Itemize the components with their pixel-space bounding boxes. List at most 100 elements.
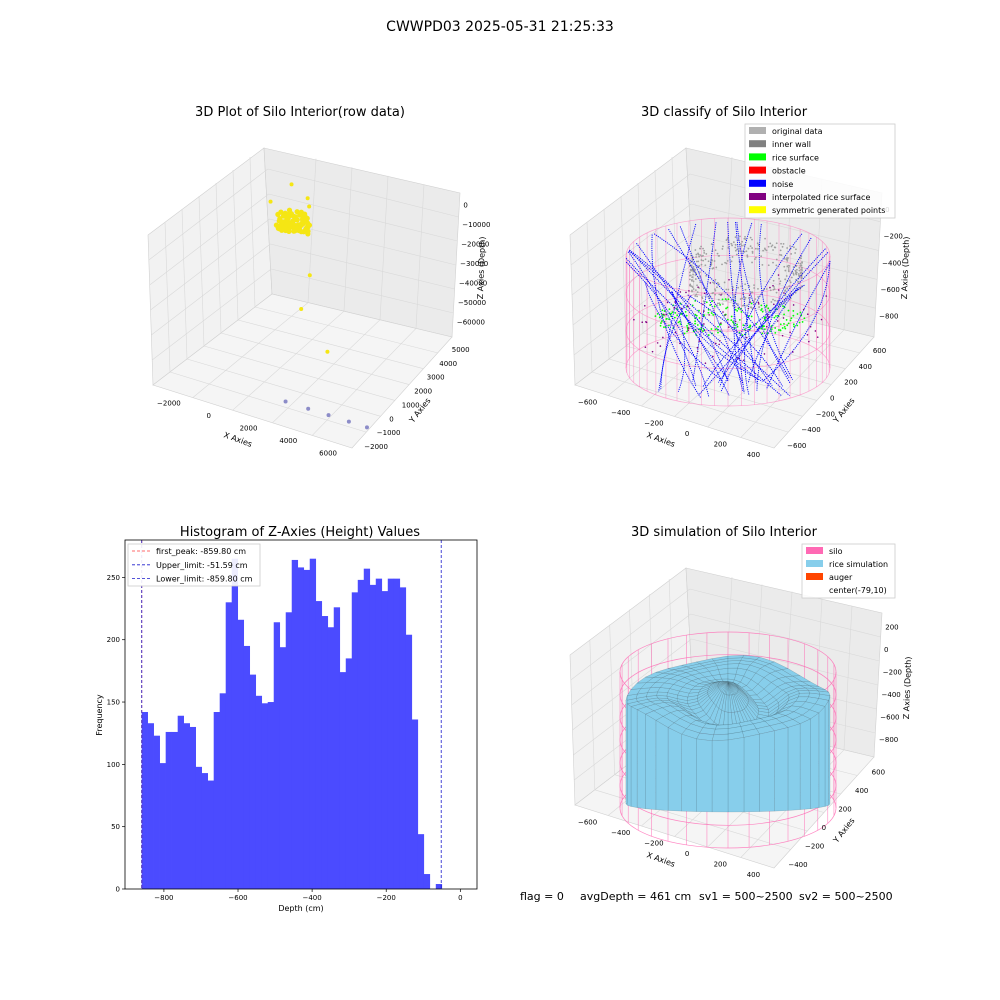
interpolated-point xyxy=(709,282,712,284)
interpolated-point xyxy=(745,336,748,339)
rice-surface-point xyxy=(736,323,738,326)
noise-trail xyxy=(727,221,745,394)
hist-bar xyxy=(237,619,245,889)
grid-line xyxy=(586,221,593,373)
rice-surface-point xyxy=(686,324,688,327)
rice-surface-point xyxy=(698,309,700,312)
x-tick-label: 6000 xyxy=(319,450,337,458)
rice-surface-point xyxy=(793,325,795,328)
rice-side-facet xyxy=(667,727,682,812)
inner-wall-point xyxy=(700,255,703,258)
rice-side-facet xyxy=(787,723,801,811)
hist-bar xyxy=(249,674,257,889)
hist-y-label: Frequency xyxy=(95,694,104,736)
inner-wall-point xyxy=(794,270,797,273)
noise-trail xyxy=(629,249,782,397)
inner-wall-point xyxy=(783,265,786,268)
inner-wall-point xyxy=(726,260,729,262)
interpolated-point xyxy=(749,301,751,303)
raw-far-point xyxy=(326,413,331,418)
inner-wall-point xyxy=(779,249,782,252)
rice-surface-point xyxy=(784,327,787,330)
inner-wall-point xyxy=(690,279,693,282)
noise-trail xyxy=(761,260,831,383)
inner-wall-point xyxy=(750,306,752,308)
inner-wall-point xyxy=(740,243,742,245)
interpolated-point xyxy=(718,343,720,346)
interpolated-point xyxy=(757,303,760,305)
hist-bar xyxy=(315,601,323,889)
rice-surface-point xyxy=(654,315,657,318)
inner-wall-point xyxy=(698,265,701,267)
inner-wall-point xyxy=(775,242,778,245)
inner-wall-point xyxy=(744,235,746,238)
rice-surface-point xyxy=(783,323,785,325)
hist-bar xyxy=(339,672,347,889)
rice-side-facet xyxy=(828,695,831,806)
raw-x-ticks: −2000 0 2000 4000 6000 xyxy=(157,399,337,457)
x-tick-label: −200 xyxy=(644,839,663,847)
inner-wall-point xyxy=(783,257,786,260)
inner-wall-point xyxy=(746,255,749,258)
hist-bar xyxy=(195,766,202,889)
grid-line xyxy=(689,588,881,638)
interpolated-point xyxy=(686,305,689,307)
x-tick-label: 200 xyxy=(714,860,727,868)
inner-wall-point xyxy=(694,289,697,292)
grid-line xyxy=(690,203,879,251)
interpolated-point xyxy=(781,334,784,337)
interpolated-point xyxy=(659,345,662,347)
rice-facet xyxy=(715,724,729,730)
inner-wall-point xyxy=(743,250,746,253)
noise-trail xyxy=(679,226,744,386)
rice-side-facet xyxy=(645,713,657,810)
inner-wall-point xyxy=(744,238,747,241)
raw-point xyxy=(307,204,312,209)
sim-x-ticks: −600 −400 −200 0 200 400 xyxy=(578,818,760,879)
inner-wall-point xyxy=(718,293,721,296)
noise-trail xyxy=(658,223,697,392)
inner-wall-point xyxy=(784,290,786,292)
inner-wall-point xyxy=(746,254,749,257)
raw-cluster-point xyxy=(278,209,284,215)
inner-wall-point xyxy=(780,254,783,257)
inner-wall-point xyxy=(736,303,739,305)
footer-stats: flag = 0 avgDepth = 461 cm sv1 = 500~250… xyxy=(520,890,893,903)
y-tick-label: −400 xyxy=(801,426,820,434)
noise-trail xyxy=(670,291,730,381)
legend-label: interpolated rice surface xyxy=(772,193,870,202)
grid-line xyxy=(642,332,832,385)
inner-wall-point xyxy=(795,264,798,267)
inner-wall-point xyxy=(689,278,691,281)
interpolated-point xyxy=(702,303,704,306)
hist-bar xyxy=(405,634,413,889)
rice-surface-point xyxy=(773,316,776,319)
hist-bar xyxy=(357,579,365,889)
rice-surface-point xyxy=(717,331,719,334)
raw-cluster-point xyxy=(305,231,311,237)
z-tick-label: −600 xyxy=(880,714,899,722)
noise-trail xyxy=(756,237,812,391)
inner-wall-point xyxy=(717,298,720,301)
hist-bar xyxy=(171,731,178,889)
interpolated-point xyxy=(742,359,745,362)
inner-wall-point xyxy=(792,273,795,276)
x-tick-label: −400 xyxy=(611,409,630,417)
inner-wall-point xyxy=(770,301,773,303)
rice-facet xyxy=(719,673,729,680)
hist-x-ticks: −800 −600 −400 −200 0 xyxy=(154,889,463,902)
legend-label: center(-79,10) xyxy=(829,586,887,595)
classify-x-label: X Axies xyxy=(645,430,676,449)
inner-wall-point xyxy=(692,273,694,276)
grid-line xyxy=(203,345,395,401)
inner-wall-point xyxy=(731,244,733,247)
interpolated-point xyxy=(688,290,690,292)
rice-side-facet xyxy=(627,703,632,807)
inner-wall-point xyxy=(712,281,714,284)
y-tick-label: 200 xyxy=(838,805,851,813)
hist-bar xyxy=(363,568,371,889)
x-tick-label: 2000 xyxy=(240,425,258,433)
rice-surface-point xyxy=(740,311,743,313)
inner-wall-point xyxy=(692,265,695,268)
